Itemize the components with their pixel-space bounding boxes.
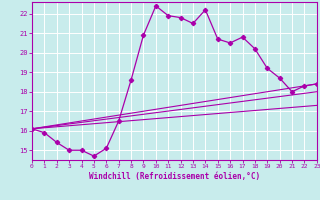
X-axis label: Windchill (Refroidissement éolien,°C): Windchill (Refroidissement éolien,°C) xyxy=(89,172,260,181)
